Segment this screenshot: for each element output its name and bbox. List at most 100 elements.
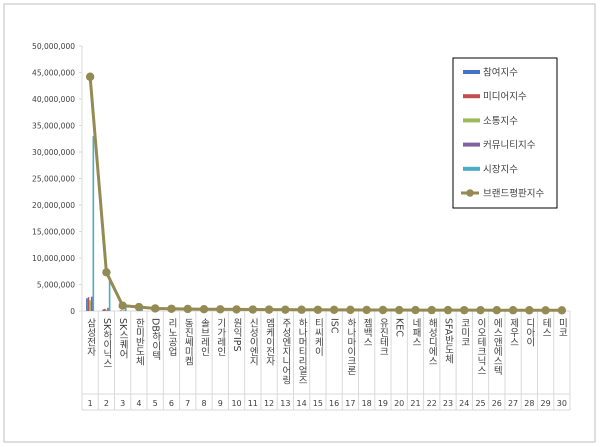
x-category-label: 주성엔지니어링 — [280, 318, 291, 385]
line-point — [443, 305, 453, 315]
x-category-label: 디아이 — [524, 318, 535, 347]
x-rank-label: 11 — [248, 399, 258, 408]
x-category-label: KEC — [394, 318, 405, 337]
line-point — [167, 304, 176, 313]
legend-swatch — [463, 142, 480, 147]
y-tick-label: 35,000,000 — [32, 122, 75, 131]
x-rank-label: 24 — [459, 399, 469, 408]
y-tick-label: 15,000,000 — [32, 228, 75, 237]
x-category-label: 테스 — [540, 318, 551, 337]
bar — [104, 308, 106, 311]
x-rank-label: 9 — [218, 399, 223, 408]
x-category-label: 동진쎄미켐 — [182, 318, 193, 366]
bar — [102, 309, 104, 311]
legend-label: 브랜드평판지수 — [483, 189, 544, 200]
x-rank-label: 15 — [313, 399, 323, 408]
x-category-label: 코미코 — [459, 318, 470, 347]
x-rank-label: 19 — [378, 399, 388, 408]
bar — [107, 307, 109, 311]
line-point — [248, 305, 257, 314]
y-tick-label: 50,000,000 — [32, 42, 75, 51]
legend-swatch — [463, 166, 480, 171]
x-category-label: 리노공업 — [166, 318, 177, 356]
x-rank-label: 2 — [104, 399, 109, 408]
x-category-label: 네패스 — [410, 318, 421, 347]
bar — [92, 136, 95, 311]
legend-label: 미디어지수 — [483, 92, 527, 103]
x-rank-label: 10 — [231, 399, 241, 408]
bar — [123, 310, 126, 311]
bar — [89, 300, 91, 311]
x-category-label: 에스앤에스텍 — [491, 318, 502, 376]
x-rank-label: 14 — [297, 399, 307, 408]
x-rank-label: 30 — [557, 399, 567, 408]
line-point — [460, 305, 469, 315]
line-point — [329, 305, 339, 315]
x-rank-label: 27 — [508, 399, 518, 408]
line-point — [525, 306, 534, 315]
plot-area: 0 5,000,000 10,000,000 15,000,000 20,000,000… — [32, 42, 571, 411]
line-point — [346, 305, 355, 315]
y-tick-label: 25,000,000 — [32, 175, 75, 184]
x-rank-label: 21 — [410, 399, 420, 408]
legend-label: 시장지수 — [483, 164, 518, 175]
bar — [120, 310, 122, 311]
x-category-label: SFA반도체 — [443, 318, 454, 364]
x-rank-label: 7 — [185, 399, 190, 408]
x-category-label: 미코 — [556, 318, 567, 337]
bar — [105, 309, 108, 311]
y-tick-label: 45,000,000 — [32, 69, 75, 78]
line-point — [427, 305, 436, 315]
line-point — [297, 305, 306, 314]
x-rank-label: 20 — [394, 399, 404, 408]
line-point — [557, 306, 567, 315]
x-rank-label: 4 — [136, 399, 141, 408]
legend-label: 커뮤니티지수 — [483, 140, 536, 151]
x-category-label: 유진테크 — [377, 318, 388, 356]
y-tick-label: 0 — [70, 307, 75, 316]
x-category-label: ISC — [329, 318, 340, 334]
y-tick-label: 40,000,000 — [32, 95, 75, 104]
x-category-label: 하나머티리얼즈 — [296, 317, 307, 384]
x-rank-label: 5 — [153, 399, 158, 408]
bar — [87, 297, 90, 311]
x-category-label: 엠케이전자 — [264, 317, 275, 366]
x-category-label: 해성디에스 — [426, 317, 437, 365]
line-point — [313, 305, 323, 314]
x-rank-label: 13 — [280, 399, 290, 408]
legend-label: 참여지수 — [483, 67, 518, 79]
bar — [108, 281, 111, 311]
x-rank-label: 18 — [362, 399, 372, 408]
x-category-label: 젬백스 — [361, 318, 372, 347]
bar — [86, 298, 88, 311]
line-point — [411, 305, 420, 315]
line-point — [102, 268, 111, 277]
line-point — [85, 72, 95, 81]
line-point — [151, 304, 160, 313]
x-category-label: SK하이닉스 — [101, 318, 112, 368]
line-point — [232, 305, 241, 314]
x-rank-label: 17 — [345, 399, 355, 408]
line-point — [541, 306, 550, 315]
x-rank-label: 28 — [524, 399, 534, 408]
legend-swatch — [463, 70, 480, 74]
x-category-label: DB하이텍 — [150, 318, 161, 361]
line-point — [395, 305, 404, 315]
x-rank-label: 16 — [329, 399, 339, 408]
x-rank-label: 8 — [201, 399, 206, 408]
line-point — [199, 304, 209, 314]
x-category-label: 신성이엔지 — [247, 318, 258, 366]
x-category-label: SK스퀘어 — [117, 318, 128, 360]
x-category-label: 솔브레인 — [199, 318, 210, 356]
x-rank-label: 29 — [541, 399, 551, 408]
x-rank-label: 6 — [169, 399, 174, 408]
line-point — [216, 305, 225, 314]
y-tick-label: 10,000,000 — [32, 254, 75, 263]
line-point — [362, 305, 371, 315]
x-rank-label: 22 — [427, 399, 437, 408]
line-point — [492, 306, 501, 315]
x-rank-label: 26 — [492, 399, 502, 408]
line-point — [134, 302, 144, 312]
